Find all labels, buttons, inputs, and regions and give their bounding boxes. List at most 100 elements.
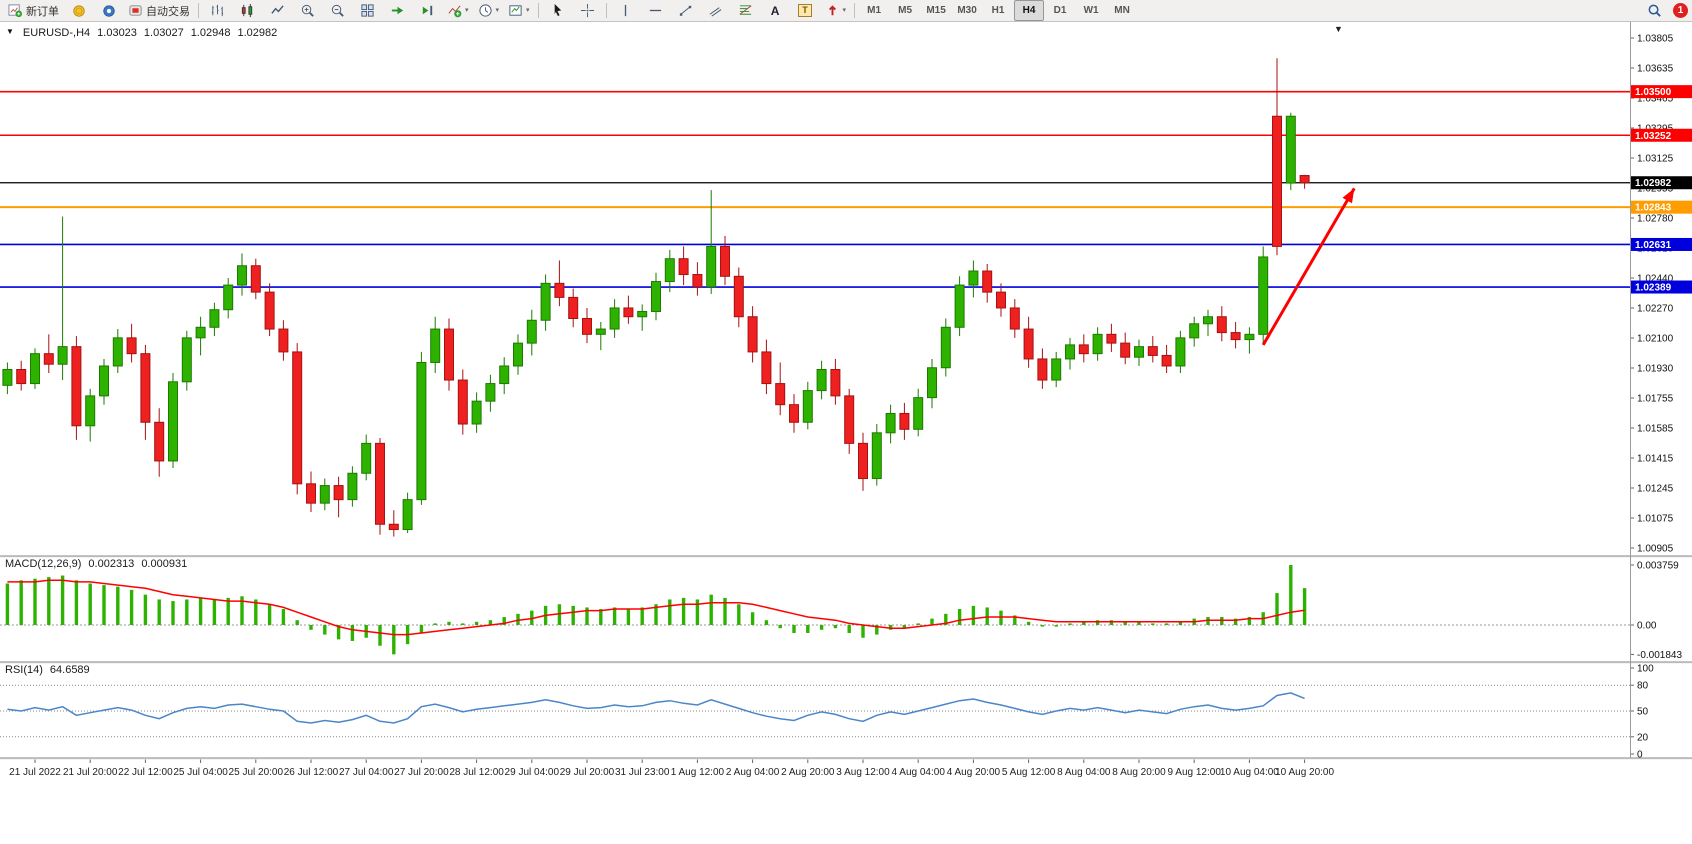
arrows-tool-button[interactable]: ▾ — [821, 0, 851, 21]
timeframe-M5[interactable]: M5 — [898, 5, 913, 16]
indicators-button[interactable]: ▾ — [443, 0, 473, 21]
autotrading-label: 自动交易 — [146, 5, 190, 18]
trendline-tool-button[interactable] — [671, 0, 700, 21]
chevron-down-icon: ▾ — [526, 7, 530, 14]
crosshair-button[interactable] — [573, 0, 602, 21]
toolbar-separator — [605, 3, 607, 18]
crosshair-icon — [580, 3, 595, 18]
timeframe-D1[interactable]: D1 — [1053, 5, 1067, 16]
macd-layer: 0.003759 0.00 -0.001843 — [0, 561, 1682, 661]
channel-tool-button[interactable] — [701, 0, 730, 21]
timeframe-group: M1 M5 M15 M30 H1 H4 D1 W1 MN — [859, 0, 1137, 21]
symbol-period-label: EURUSD-,H4 — [22, 27, 91, 39]
svg-text:4 Aug 20:00: 4 Aug 20:00 — [947, 767, 1001, 778]
chart-shift-icon — [420, 3, 435, 18]
chevron-down-icon: ▾ — [842, 7, 847, 14]
chart-shift-button[interactable] — [413, 0, 442, 21]
coin-icon — [72, 4, 86, 18]
fibonacci-tool-button[interactable] — [731, 0, 760, 21]
new-order-label: 新订单 — [26, 5, 59, 18]
tile-windows-button[interactable] — [353, 0, 382, 21]
svg-text:1.00905: 1.00905 — [1637, 544, 1674, 555]
chart-shift-marker-icon[interactable]: ▼ — [1334, 24, 1343, 34]
svg-text:1.01930: 1.01930 — [1637, 364, 1674, 375]
svg-text:2 Aug 04:00: 2 Aug 04:00 — [726, 767, 780, 778]
hline-layer — [0, 90, 1630, 288]
chevron-down-icon: ▾ — [465, 7, 469, 14]
arrow-up-icon — [825, 3, 840, 18]
search-button[interactable] — [1640, 0, 1669, 21]
timeframe-H4[interactable]: H4 — [1014, 0, 1045, 21]
svg-text:1.02843: 1.02843 — [1635, 203, 1672, 214]
svg-text:5 Aug 12:00: 5 Aug 12:00 — [1002, 767, 1056, 778]
timeframe-H1[interactable]: H1 — [991, 5, 1005, 16]
community-button[interactable] — [94, 0, 123, 21]
macd-header: MACD(12,26,9) 0.002313 0.000931 — [5, 558, 187, 570]
svg-text:22 Jul 12:00: 22 Jul 12:00 — [118, 767, 173, 778]
auto-scroll-icon — [390, 3, 405, 18]
text-label-tool-button[interactable]: T — [791, 0, 820, 21]
horizontal-line-icon — [648, 3, 663, 18]
cursor-icon — [550, 3, 565, 18]
svg-text:10 Aug 20:00: 10 Aug 20:00 — [1275, 767, 1334, 778]
vertical-line-tool-button[interactable] — [611, 0, 640, 21]
chart-ohlc-header: ▼ EURUSD-,H4 1.03023 1.03027 1.02948 1.0… — [6, 27, 277, 39]
text-label-icon: T — [798, 4, 812, 17]
timeframe-MN[interactable]: MN — [1114, 5, 1130, 16]
svg-text:1.01075: 1.01075 — [1637, 514, 1674, 525]
periods-button[interactable]: ▾ — [474, 0, 504, 21]
candlestick-chart-button[interactable] — [233, 0, 262, 21]
symbol-dropdown-icon[interactable]: ▼ — [6, 27, 14, 36]
svg-text:0.00: 0.00 — [1637, 621, 1657, 632]
svg-text:1.02389: 1.02389 — [1635, 283, 1672, 294]
svg-text:21 Jul 2022: 21 Jul 2022 — [9, 767, 61, 778]
svg-text:1.02780: 1.02780 — [1637, 214, 1674, 225]
text-tool-button[interactable]: A — [761, 0, 790, 21]
svg-text:1.01585: 1.01585 — [1637, 424, 1674, 435]
candles-layer — [2, 58, 1310, 537]
timeframe-M15[interactable]: M15 — [926, 5, 946, 16]
cursor-button[interactable] — [543, 0, 572, 21]
zoom-out-button[interactable] — [323, 0, 352, 21]
toolbar-right-group: 1 — [1640, 0, 1688, 21]
high-value: 1.03027 — [143, 27, 184, 39]
price-axis: 1.038051.036351.034651.032951.031251.029… — [1630, 34, 1692, 555]
zoom-in-button[interactable] — [293, 0, 322, 21]
svg-text:1.03805: 1.03805 — [1637, 34, 1674, 45]
coin-button[interactable] — [64, 0, 93, 21]
horizontal-line-tool-button[interactable] — [641, 0, 670, 21]
rsi-value: 64.6589 — [49, 664, 90, 676]
timeframe-M30[interactable]: M30 — [957, 5, 977, 16]
templates-button[interactable]: ▾ — [504, 0, 534, 21]
open-value: 1.03023 — [97, 27, 137, 39]
chart-canvas[interactable]: 1.038051.036351.034651.032951.031251.029… — [0, 22, 1692, 844]
chevron-down-icon: ▾ — [495, 7, 500, 14]
arrow-annotation — [1261, 187, 1356, 346]
chart-region[interactable]: 1.038051.036351.034651.032951.031251.029… — [0, 22, 1692, 844]
equidistant-channel-icon — [708, 3, 723, 18]
svg-text:1.03635: 1.03635 — [1637, 64, 1674, 75]
zoom-out-icon — [330, 3, 345, 18]
low-value: 1.02948 — [190, 27, 231, 39]
line-chart-button[interactable] — [263, 0, 292, 21]
svg-text:25 Jul 04:00: 25 Jul 04:00 — [173, 767, 228, 778]
panel-frames — [0, 22, 1692, 760]
svg-text:100: 100 — [1637, 664, 1654, 675]
bar-chart-button[interactable] — [203, 0, 232, 21]
time-axis: 21 Jul 2022 21 Jul 20:00 22 Jul 12:00 25 Ju… — [9, 758, 1335, 778]
new-order-button[interactable]: 新订单 — [4, 0, 63, 21]
svg-text:1.03125: 1.03125 — [1637, 154, 1674, 165]
svg-text:20: 20 — [1637, 732, 1649, 743]
svg-text:27 Jul 04:00: 27 Jul 04:00 — [339, 767, 394, 778]
autotrading-button[interactable]: 自动交易 — [124, 0, 194, 21]
timeframe-W1[interactable]: W1 — [1083, 5, 1099, 16]
notification-badge[interactable]: 1 — [1673, 3, 1688, 18]
new-order-icon — [8, 3, 23, 18]
zoom-in-icon — [300, 3, 315, 18]
auto-scroll-button[interactable] — [383, 0, 412, 21]
macd-label: MACD(12,26,9) — [5, 558, 82, 570]
toolbar: 新订单 自动交易 ▾ ▾ ▾ — [0, 0, 1692, 22]
timeframe-M1[interactable]: M1 — [867, 5, 882, 16]
svg-text:8 Aug 04:00: 8 Aug 04:00 — [1057, 767, 1111, 778]
